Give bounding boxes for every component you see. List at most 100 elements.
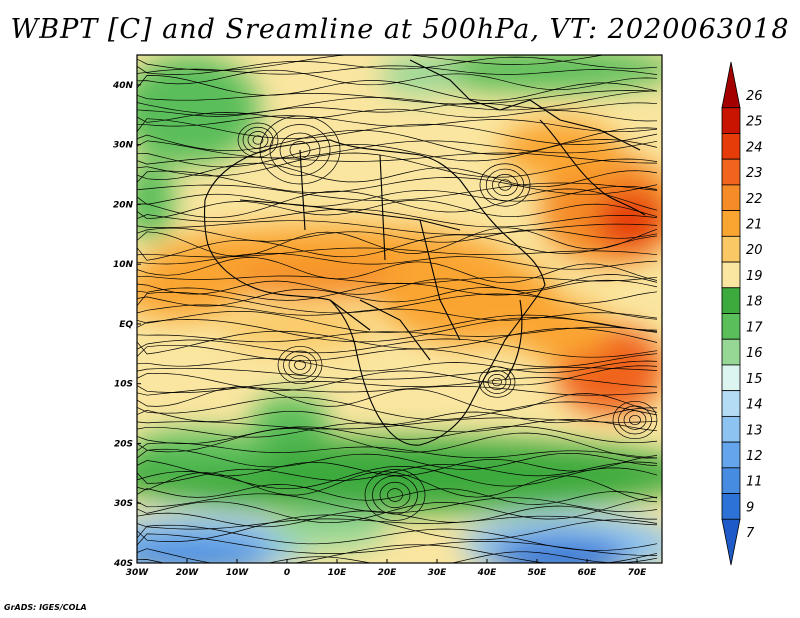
colorbar-swatch: [721, 235, 741, 263]
streamline: [137, 274, 658, 295]
circulation-swirl: [612, 400, 658, 440]
lon-tick-label: 20E: [378, 568, 398, 578]
colorbar-swatch: [721, 493, 741, 520]
lon-tick-label: 50E: [528, 568, 548, 578]
colorbar-swatch: [721, 133, 741, 160]
circulation-swirl: [288, 355, 312, 375]
streamline: [137, 317, 658, 343]
lat-tick-label: 40N: [112, 81, 134, 91]
colorbar: 26 25 24 23 22 21 20 19 18 17 16 15 14 13 12 11 9 7: [721, 61, 763, 566]
map-title: WBPT [C] and Sreamline at 500hPa, VT: 20…: [10, 14, 790, 45]
streamline: [137, 220, 658, 235]
streamline: [137, 386, 658, 413]
grads-credit: GrADS: IGES/COLA: [4, 603, 87, 612]
streamline: [137, 188, 658, 218]
streamline: [137, 327, 658, 355]
colorbar-label: 16: [746, 346, 763, 361]
streamline: [137, 275, 658, 285]
circulation-swirl: [387, 488, 403, 502]
lon-tick-label: 10W: [226, 568, 250, 578]
colorbar-swatch: [721, 441, 741, 469]
streamline: [137, 338, 658, 358]
streamline: [137, 344, 658, 368]
colorbar-swatch: [721, 210, 741, 237]
colorbar-label: 25: [746, 115, 763, 130]
streamline: [137, 234, 658, 261]
circulation-swirl: [485, 168, 525, 202]
circulation-swirl: [242, 126, 274, 154]
colorbar-swatch: [721, 107, 741, 134]
lon-tick-label: 30W: [126, 568, 150, 578]
streamline: [137, 257, 658, 284]
colorbar-swatch: [721, 415, 741, 443]
colorbar-swatch: [721, 364, 741, 392]
circulation-swirl: [247, 131, 269, 149]
lat-tick-label: EQ: [119, 320, 133, 330]
streamline: [137, 208, 658, 228]
streamline: [137, 514, 658, 542]
colorbar-swatch: [721, 518, 741, 566]
streamline: [137, 108, 658, 123]
circulation-swirl: [478, 366, 516, 398]
lat-tick-label: 20S: [114, 439, 133, 449]
streamline: [137, 102, 658, 117]
colorbar-label: 15: [746, 372, 763, 387]
circulation-swirl: [372, 475, 418, 515]
circulation-swirl: [259, 115, 341, 185]
colorbar-swatch: [721, 390, 741, 417]
streamline: [137, 182, 658, 201]
colorbar-swatch: [721, 184, 741, 212]
streamline: [137, 115, 658, 133]
colorbar-label: 23: [746, 166, 763, 181]
colorbar-swatch: [721, 61, 741, 109]
streamline: [137, 442, 658, 459]
streamline: [137, 515, 658, 530]
streamline: [137, 448, 658, 470]
colorbar-label: 22: [746, 192, 763, 207]
streamline: [137, 75, 658, 101]
circulation-swirl: [279, 132, 321, 168]
streamline: [137, 544, 658, 563]
lon-tick-label: 60E: [578, 568, 598, 578]
streamline: [137, 140, 658, 159]
circulation-swirl: [487, 374, 507, 391]
streamline: [137, 90, 658, 115]
streamline: [137, 533, 657, 556]
streamline: [137, 407, 657, 426]
colorbar-swatch: [721, 287, 741, 314]
streamline: [137, 425, 658, 445]
circulation-swirl: [237, 122, 279, 158]
circulation-swirl: [483, 370, 511, 394]
streamline: [137, 90, 658, 105]
circulation-swirl: [294, 359, 306, 371]
lon-tick-label: 0: [284, 568, 290, 578]
longitude-axis: 30W 20W 10W 0 10E 20E 30E 40E 50E 60E 70E: [126, 559, 647, 578]
streamline: [137, 367, 658, 380]
colorbar-label: 21: [746, 217, 763, 232]
streamline: [137, 484, 658, 505]
circulation-swirl: [364, 469, 426, 521]
streamline: [137, 65, 658, 75]
lat-tick-label: 30S: [114, 499, 133, 509]
colorbar-swatch: [721, 313, 741, 340]
streamline: [137, 493, 658, 514]
streamline: [137, 465, 658, 490]
circulation-swirl: [629, 414, 641, 426]
streamline: [137, 471, 658, 503]
lat-tick-label: 40S: [113, 559, 133, 569]
lon-tick-label: 70E: [628, 568, 648, 578]
streamline: [137, 252, 658, 270]
colorbar-label: 18: [746, 295, 763, 310]
circulation-swirl: [379, 481, 411, 509]
colorbar-label: 20: [746, 243, 763, 258]
circulation-swirl: [289, 141, 311, 159]
circulation-swirl: [498, 179, 512, 191]
colorbar-swatch: [721, 261, 741, 289]
colorbar-swatch: [721, 158, 741, 186]
streamline: [137, 417, 658, 430]
map-frame: [136, 54, 663, 564]
colorbar-label: 11: [746, 475, 763, 490]
circulation-swirl: [492, 174, 518, 196]
colorbar-label: 9: [746, 500, 754, 515]
